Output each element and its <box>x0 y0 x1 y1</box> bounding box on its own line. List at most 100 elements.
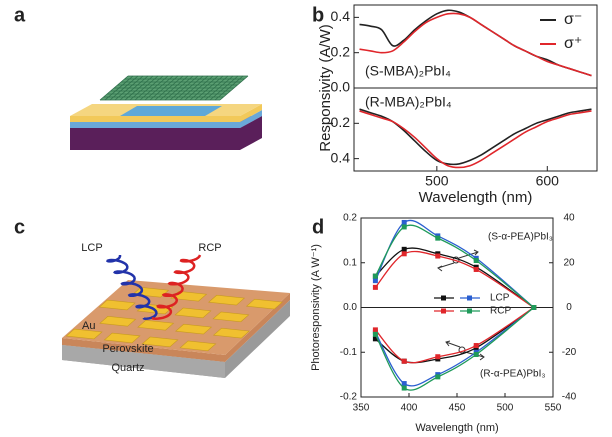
beam-label: LCP <box>81 242 102 254</box>
electrode-pad <box>212 311 250 323</box>
y-tick-label: -0.2 <box>340 392 358 403</box>
y-axis-label: Photoresponsivity (A W⁻¹) <box>310 244 322 371</box>
legend-label: σ⁺ <box>564 35 582 52</box>
rcp-beam <box>151 254 202 320</box>
legend-marker <box>441 295 446 301</box>
y-tick-label: 0.0 <box>343 302 357 313</box>
dielectric <box>70 110 262 128</box>
point <box>401 251 407 257</box>
legend-marker <box>467 295 472 301</box>
point <box>473 266 479 272</box>
electrode-pad <box>212 327 250 339</box>
y-tick-label: 0.2 <box>343 213 357 224</box>
electrodes <box>65 287 283 352</box>
x-tick-label: 550 <box>545 403 562 414</box>
x-axis-label: Wavelength (nm) <box>415 422 498 434</box>
y-tick-label: 0.1 <box>343 257 357 268</box>
x-tick-label: 500 <box>425 173 449 189</box>
x-tick-label: 600 <box>536 173 560 189</box>
electrode-pad <box>208 294 246 306</box>
y-axis-label: Responsivity (A/W) <box>317 24 334 152</box>
point <box>435 374 441 380</box>
point <box>372 278 378 284</box>
point <box>401 219 407 225</box>
point <box>473 258 479 264</box>
electrode-pad <box>98 299 136 311</box>
point <box>401 385 407 391</box>
electrode-pad <box>179 340 217 352</box>
annotation: (R-α-PEA)PbI₃ <box>480 369 545 380</box>
x-tick-label: 500 <box>497 403 514 414</box>
panel-label: b <box>312 4 324 26</box>
point <box>473 351 479 357</box>
layer-label: Au <box>82 320 95 332</box>
legend-marker <box>441 308 446 314</box>
point <box>372 327 378 333</box>
point <box>435 253 441 259</box>
panel-label: a <box>14 4 26 26</box>
point <box>401 224 407 230</box>
channel <box>120 106 222 116</box>
electrode <box>70 104 262 122</box>
x-tick-label: 350 <box>353 403 370 414</box>
y2-tick-label: -40 <box>562 392 577 403</box>
y2-tick-label: 20 <box>563 257 575 268</box>
point <box>372 331 378 337</box>
layer-label: Quartz <box>111 362 144 374</box>
x-tick-label: 450 <box>449 403 466 414</box>
electrode-pad <box>137 319 175 331</box>
panel-label: d <box>312 216 324 238</box>
y-tick-label: 0.4 <box>331 149 351 165</box>
perovskite-edge <box>62 293 290 362</box>
substrate <box>70 116 262 150</box>
point <box>401 358 407 364</box>
legend-label: RCP <box>490 306 511 317</box>
layer-label: Perovskite <box>102 343 153 355</box>
line <box>359 108 592 166</box>
panel-label: c <box>14 216 25 238</box>
line <box>359 110 592 169</box>
y-tick-label: 0.2 <box>331 114 351 130</box>
x-tick-label: 400 <box>401 403 418 414</box>
annotation: (S-α-PEA)PbI₃ <box>488 232 553 243</box>
point <box>372 284 378 290</box>
y-tick-label: 0.2 <box>331 43 351 59</box>
x-axis-label: Wavelength (nm) <box>419 189 533 206</box>
electrode-pad <box>65 328 103 340</box>
y2-tick-label: 40 <box>563 213 575 224</box>
annotation: (S-MBA)₂PbI₄ <box>365 63 451 79</box>
beam-label: RCP <box>198 242 221 254</box>
electrode-pad <box>103 332 141 344</box>
electrode-pad <box>175 323 213 335</box>
arrow <box>445 340 461 348</box>
point <box>401 246 407 252</box>
line <box>359 12 592 77</box>
lcp-beam <box>106 255 158 320</box>
y2-tick-label: -20 <box>562 347 577 358</box>
point <box>531 305 537 310</box>
arrow <box>437 262 455 272</box>
annotation: (R-MBA)₂PbI₄ <box>365 94 452 110</box>
electrode-pad <box>245 298 283 310</box>
y-tick-label: -0.1 <box>340 347 358 358</box>
point <box>372 273 378 279</box>
legend-marker <box>467 308 472 314</box>
point <box>473 343 479 349</box>
lattice <box>99 75 249 101</box>
electrode-pad <box>174 307 212 319</box>
legend-label: LCP <box>490 293 510 304</box>
point <box>435 235 441 241</box>
device-illustration: LCP RCP Au Perovskite Quartz <box>62 242 290 378</box>
device-illustration <box>70 75 262 150</box>
point <box>401 381 407 387</box>
quartz-front <box>62 345 225 378</box>
y2-tick-label: 0 <box>566 302 572 313</box>
electrode-pad <box>99 316 137 327</box>
point <box>435 354 441 360</box>
line <box>374 250 535 309</box>
y-tick-label: 0.0 <box>331 79 351 95</box>
point <box>372 336 378 342</box>
electrode-pad <box>141 336 179 348</box>
y-tick-label: 0.4 <box>331 8 351 24</box>
